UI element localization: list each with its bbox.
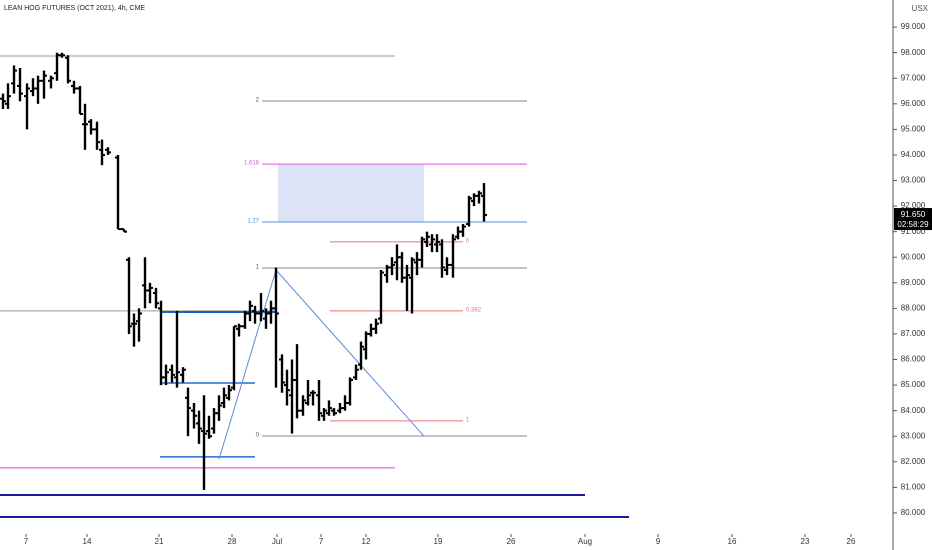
y-tick-label: 88.000: [901, 303, 926, 312]
y-tick-label: 85.000: [901, 380, 926, 389]
y-tick-label: 91.000: [901, 227, 926, 236]
x-tick-label: 9: [656, 537, 661, 546]
fib-zone: [278, 164, 424, 222]
level-label: 1.618: [244, 161, 260, 167]
y-tick-label: 99.000: [901, 22, 926, 31]
x-tick-label: 7: [24, 537, 29, 546]
y-tick-label: 90.000: [901, 252, 926, 261]
last-price-label: 91.650: [901, 210, 926, 219]
y-tick-label: 83.000: [901, 431, 926, 440]
level-label: 0: [466, 238, 470, 244]
level-label: 1: [256, 265, 260, 271]
level-label: 0: [256, 433, 260, 439]
x-tick-label: 12: [362, 537, 371, 546]
level-label: 1: [466, 417, 470, 423]
x-tick-label: 14: [83, 537, 92, 546]
x-tick-label: 19: [434, 537, 443, 546]
x-tick-label: Jul: [272, 537, 282, 546]
level-label: 1.27: [247, 219, 259, 225]
y-tick-label: 84.000: [901, 406, 926, 415]
x-tick-label: 7: [319, 537, 324, 546]
axes: 80.000 81.000 82.000 83.000 84.000 85.000 86.0…: [24, 22, 932, 546]
y-tick-label: 82.000: [901, 457, 926, 466]
y-tick-label: 81.000: [901, 482, 926, 491]
currency: USX: [912, 4, 929, 13]
y-tick-label: 87.000: [901, 329, 926, 338]
y-tick-label: 92.000: [901, 201, 926, 210]
y-tick-label: 98.000: [901, 48, 926, 57]
chart-title: LEAN HOG FUTURES (OCT 2021), 4h, CME: [4, 5, 145, 12]
x-tick-label: 26: [507, 537, 516, 546]
x-tick-label: 23: [801, 537, 810, 546]
trend-line: [275, 269, 425, 437]
x-tick-label: Aug: [578, 537, 592, 546]
countdown-label: 02:58:29: [897, 220, 929, 229]
last-price-tag: [894, 208, 932, 231]
y-tick-label: 94.000: [901, 150, 926, 159]
y-tick-label: 95.000: [901, 124, 926, 133]
y-tick-label: 97.000: [901, 73, 926, 82]
level-label: 2: [256, 98, 260, 104]
x-tick-label: 28: [228, 537, 237, 546]
x-tick-label: 21: [155, 537, 164, 546]
x-tick-label: 26: [847, 537, 856, 546]
y-tick-label: 86.000: [901, 355, 926, 364]
price-axis: [893, 0, 932, 550]
level-label: 0.382: [466, 308, 482, 314]
y-tick-label: 93.000: [901, 176, 926, 185]
trend-line: [218, 269, 277, 460]
x-tick-label: 16: [728, 537, 737, 546]
y-tick-label: 89.000: [901, 278, 926, 287]
y-tick-label: 96.000: [901, 99, 926, 108]
plot-area: 2 1.618 1.27 1 0 0 0.382 1: [0, 52, 629, 519]
y-tick-label: 80.000: [901, 508, 926, 517]
